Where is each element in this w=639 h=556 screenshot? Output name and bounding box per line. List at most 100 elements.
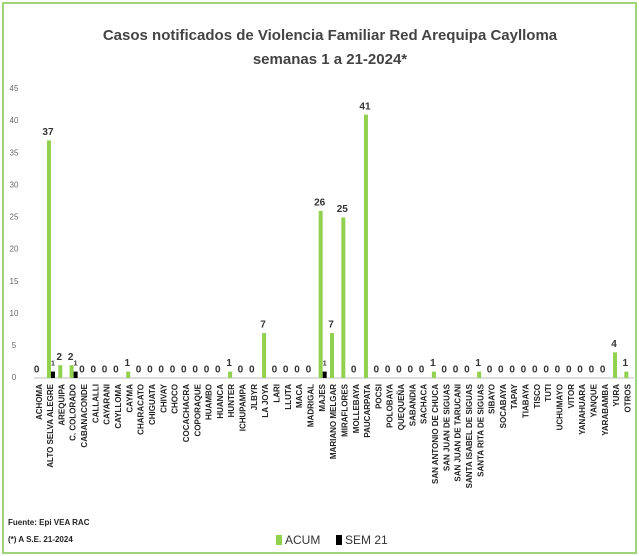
x-tick-label: SANTA RITA DE SIGUAS bbox=[476, 383, 485, 477]
x-tick-label: SANTA ISABEL DE SIGUAS bbox=[465, 383, 474, 488]
data-label: 1 bbox=[226, 358, 232, 369]
data-label: 0 bbox=[215, 365, 221, 376]
data-label: 0 bbox=[113, 365, 119, 376]
x-tick-label: AREQUIPA bbox=[57, 384, 66, 426]
x-tick-label: TIABAYA bbox=[522, 384, 531, 418]
y-tick-label: 35 bbox=[10, 148, 19, 157]
data-label: 4 bbox=[611, 339, 617, 350]
data-label: 2 bbox=[57, 352, 63, 363]
data-label: 0 bbox=[407, 365, 413, 376]
data-label: 0 bbox=[102, 365, 108, 376]
bar bbox=[322, 371, 327, 378]
data-label: 7 bbox=[260, 320, 266, 331]
x-tick-label: CALLALLI bbox=[91, 384, 100, 423]
data-label: 0 bbox=[283, 365, 289, 376]
data-label: 0 bbox=[555, 365, 561, 376]
data-label: 0 bbox=[294, 365, 300, 376]
x-tick-label: HUAMBO bbox=[205, 384, 214, 420]
bar bbox=[330, 333, 334, 378]
data-label: 0 bbox=[147, 365, 153, 376]
x-tick-label: ALTO SELVA ALEGRE bbox=[46, 383, 55, 467]
x-tick-label: MARIANO MELGAR bbox=[329, 384, 338, 459]
data-label: 0 bbox=[566, 365, 572, 376]
data-label: 0 bbox=[374, 365, 380, 376]
data-label: 0 bbox=[464, 365, 470, 376]
data-label: 26 bbox=[314, 198, 326, 209]
data-label: 1 bbox=[323, 360, 327, 367]
data-label: 0 bbox=[521, 365, 527, 376]
x-tick-label: MACA bbox=[295, 384, 304, 408]
x-tick-label: ACHOMA bbox=[35, 384, 44, 420]
x-tick-label: JLBYR bbox=[250, 384, 259, 410]
data-label: 0 bbox=[543, 365, 549, 376]
x-tick-label: SAN JUAN DE SIGUAS bbox=[442, 383, 451, 471]
data-label: 0 bbox=[192, 365, 198, 376]
y-tick-label: 40 bbox=[10, 116, 19, 125]
data-label: 0 bbox=[238, 365, 244, 376]
data-label: 0 bbox=[453, 365, 459, 376]
data-label: 0 bbox=[498, 365, 504, 376]
x-tick-label: MADRIGAL bbox=[306, 384, 315, 427]
chart-subtitle: semanas 1 a 21-2024* bbox=[253, 51, 407, 68]
bar bbox=[46, 140, 51, 378]
y-tick-label: 15 bbox=[10, 277, 19, 286]
data-label: 1 bbox=[51, 360, 55, 367]
data-label: 41 bbox=[359, 101, 371, 112]
x-tick-label: HUANCA bbox=[216, 384, 225, 419]
x-tick-label: MOLLEBAYA bbox=[352, 384, 361, 433]
x-tick-label: LARI bbox=[273, 384, 282, 403]
x-tick-label: PAUCARPATA bbox=[363, 384, 372, 438]
data-label: 1 bbox=[475, 358, 481, 369]
x-tick-label: CHIVAY bbox=[159, 383, 168, 413]
x-tick-label: YARABAMBA bbox=[601, 384, 610, 436]
y-tick-label: 20 bbox=[10, 245, 19, 254]
x-tick-label: CAYARANI bbox=[103, 384, 112, 425]
chart-title: Casos notificados de Violencia Familiar … bbox=[103, 27, 558, 44]
x-tick-label: C. COLORADO bbox=[69, 384, 78, 441]
x-tick-label: CABANACONDE bbox=[80, 383, 89, 447]
legend-label: ACUM bbox=[285, 533, 320, 547]
x-tick-label: COCACHACRA bbox=[182, 384, 191, 442]
bar bbox=[58, 365, 63, 378]
data-label: 0 bbox=[509, 365, 515, 376]
data-label: 0 bbox=[90, 365, 96, 376]
legend-label: SEM 21 bbox=[345, 533, 388, 547]
data-label: 1 bbox=[430, 358, 436, 369]
x-tick-label: QUEQUEÑA bbox=[397, 384, 406, 430]
data-label: 0 bbox=[170, 365, 176, 376]
x-tick-label: SAN ANTONIO DE CHUCA bbox=[431, 384, 440, 484]
x-tick-label: OTROS bbox=[623, 383, 632, 412]
x-tick-label: LLUTA bbox=[284, 384, 293, 410]
source-note: (*) A S.E. 21-2024 bbox=[8, 535, 73, 544]
x-tick-label: YANAHUARA bbox=[578, 384, 587, 435]
data-label: 0 bbox=[577, 365, 583, 376]
bar bbox=[318, 211, 323, 378]
y-tick-label: 45 bbox=[10, 84, 19, 93]
data-label: 1 bbox=[124, 358, 130, 369]
y-tick-label: 25 bbox=[10, 213, 19, 222]
data-label: 0 bbox=[396, 365, 402, 376]
x-tick-label: HUNTER bbox=[227, 384, 236, 418]
x-tick-label: SOCABAYA bbox=[499, 384, 508, 429]
x-tick-label: LA JOYA bbox=[261, 384, 270, 418]
x-tick-label: SABANDIA bbox=[408, 384, 417, 426]
data-label: 0 bbox=[589, 365, 595, 376]
legend-swatch bbox=[276, 535, 282, 545]
data-label: 37 bbox=[42, 127, 54, 138]
data-label: 0 bbox=[487, 365, 493, 376]
x-tick-label: CAYMA bbox=[125, 384, 134, 413]
bar bbox=[50, 371, 55, 378]
x-tick-label: YANQUE bbox=[589, 383, 598, 417]
x-tick-label: TAPAY bbox=[510, 383, 519, 409]
data-label: 1 bbox=[74, 360, 78, 367]
data-label: 0 bbox=[34, 365, 40, 376]
bar bbox=[624, 371, 629, 378]
x-tick-label: VITOR bbox=[567, 384, 576, 409]
data-label: 0 bbox=[532, 365, 538, 376]
x-tick-label: SACHACA bbox=[420, 384, 429, 424]
legend-swatch bbox=[336, 535, 342, 545]
bar bbox=[126, 371, 131, 378]
x-tick-label: CAYLLOMA bbox=[114, 384, 123, 429]
bar bbox=[477, 371, 482, 378]
